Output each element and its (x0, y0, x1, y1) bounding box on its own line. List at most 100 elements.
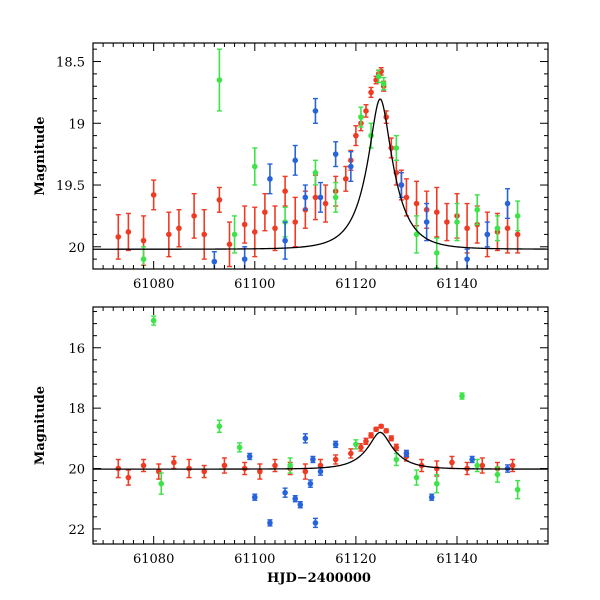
top-blue-point (317, 181, 324, 213)
bottom-red-point (363, 437, 369, 446)
top-red-point (444, 202, 450, 242)
top-green-point (312, 159, 319, 186)
top-red-point (282, 175, 288, 207)
bottom-green-point (150, 315, 157, 326)
bottom-red-point (201, 464, 208, 479)
top-blue-point (504, 188, 511, 220)
top-blue-point (423, 202, 430, 242)
bottom-red-point (358, 443, 364, 452)
bottom-blue-point (282, 487, 288, 498)
bottom-green-point (236, 442, 243, 453)
bottom-blue-point (251, 493, 258, 501)
bottom-series-blue (246, 433, 511, 529)
top-series-green (140, 48, 521, 269)
top-series-red (115, 66, 521, 268)
top-green-point (231, 215, 238, 254)
top-series-blue (211, 97, 511, 269)
top-green-point (358, 106, 364, 128)
bottom-red-point (302, 463, 309, 480)
top-x-tick-label: 61100 (234, 277, 275, 292)
top-blue-point (312, 97, 319, 124)
bottom-blue-point (332, 440, 339, 449)
bottom-x-tick-label: 61140 (436, 552, 477, 567)
top-blue-point (267, 163, 273, 195)
bottom-axes-frame (92, 306, 549, 545)
bottom-red-point (257, 463, 263, 480)
bottom-red-point (433, 460, 440, 477)
top-red-point (353, 125, 359, 147)
top-green-point (332, 181, 339, 213)
top-red-point (241, 205, 248, 244)
top-blue-point (398, 171, 405, 199)
bottom-y-tick-label: 20 (68, 463, 85, 478)
top-green-point (216, 48, 223, 112)
top-y-tick-label: 20 (68, 241, 85, 256)
top-y-tick-label: 19 (68, 117, 85, 132)
top-red-point (363, 104, 369, 118)
bottom-model-curve (93, 431, 548, 470)
top-red-point (368, 86, 374, 99)
top-model-curve (93, 98, 548, 250)
x-axis-label: HJD−2400000 (267, 571, 371, 586)
bottom-red-point (317, 458, 324, 473)
top-red-point (292, 196, 299, 248)
top-green-point (393, 134, 400, 162)
bottom-plot-area (93, 315, 548, 529)
bottom-red-point (378, 423, 384, 430)
bottom-red-point (221, 457, 228, 474)
bottom-green-point (287, 457, 293, 474)
bottom-blue-point (428, 493, 435, 501)
top-red-point (201, 209, 208, 260)
bottom-red-point (368, 432, 374, 439)
top-axes-frame (92, 42, 549, 270)
top-red-point (272, 205, 278, 252)
panel-top: 61080 61100 61120 61140 18.5 19 19.5 20 Magnitud… (33, 42, 549, 292)
bottom-green-point (353, 439, 359, 450)
bottom-blue-point (469, 455, 475, 464)
bottom-red-point (388, 435, 395, 442)
bottom-x-tick-label: 61080 (133, 552, 174, 567)
top-blue-point (332, 141, 339, 168)
top-blue-point (302, 184, 309, 211)
bottom-red-point (332, 454, 339, 465)
bottom-green-point (393, 452, 400, 467)
top-blue-point (348, 150, 354, 183)
bottom-blue-point (246, 452, 253, 461)
bottom-blue-point (307, 479, 314, 488)
top-x-tick-label: 61120 (335, 277, 376, 292)
bottom-green-point (433, 473, 440, 494)
top-green-point (514, 200, 521, 232)
top-y-tick-label: 18.5 (56, 56, 85, 71)
bottom-red-point (272, 458, 278, 473)
top-green-point (251, 147, 258, 186)
top-red-point (150, 179, 157, 211)
top-red-point (191, 192, 197, 239)
bottom-red-point (155, 463, 162, 480)
top-green-point (494, 215, 501, 242)
bottom-red-point (479, 457, 486, 474)
top-y-tick-label: 19.5 (56, 179, 85, 194)
bottom-y-tick-label: 16 (68, 342, 85, 357)
bottom-red-point (449, 455, 455, 470)
bottom-blue-point (403, 449, 410, 458)
bottom-green-point (459, 392, 465, 400)
bottom-blue-point (302, 433, 309, 444)
top-x-tick-label: 61140 (436, 277, 477, 292)
bottom-blue-point (267, 519, 273, 527)
bottom-red-point (125, 469, 132, 486)
bottom-series-green (150, 315, 521, 500)
bottom-y-tick-label: 22 (68, 523, 85, 538)
bottom-red-point (171, 455, 177, 470)
bottom-series-red (115, 423, 516, 486)
top-green-point (375, 69, 382, 84)
top-red-point (115, 213, 122, 260)
bottom-red-point (373, 426, 379, 433)
top-red-point (464, 202, 470, 254)
bottom-y-axis-label: Magnitude (33, 386, 48, 465)
top-blue-point (292, 144, 299, 176)
top-red-point (322, 184, 329, 223)
bottom-x-tick-label: 61120 (335, 552, 376, 567)
bottom-green-point (216, 419, 223, 433)
panel-bottom: 61080 61100 61120 61140 16 18 20 22 Magnitude (33, 306, 549, 567)
